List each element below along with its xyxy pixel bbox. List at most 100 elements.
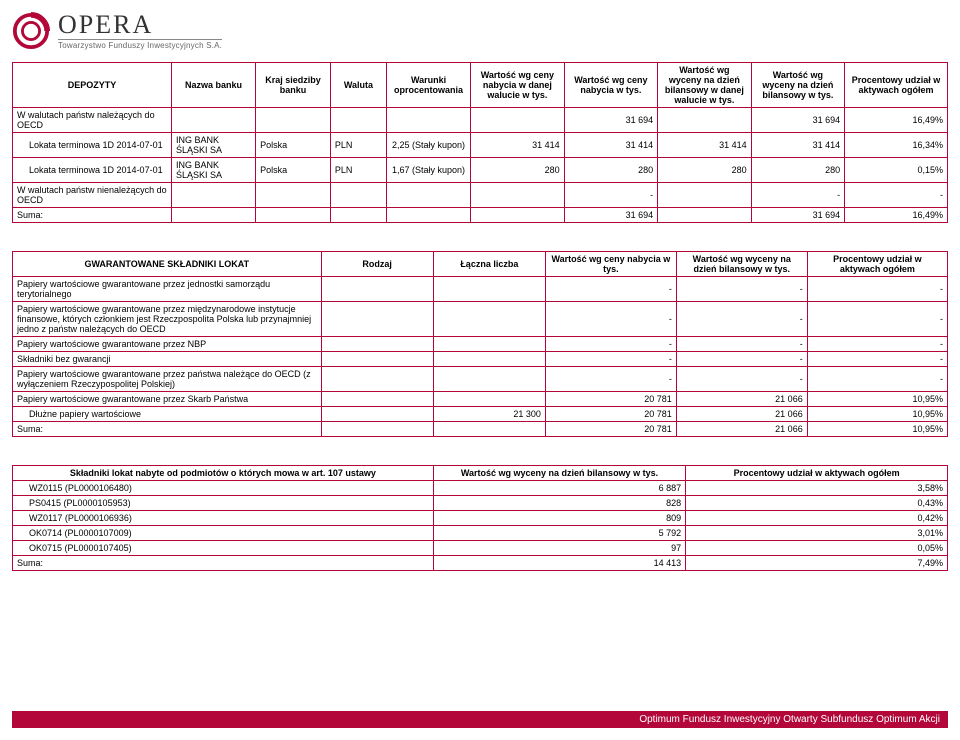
column-header: Warunki oprocentowania [386,63,470,108]
table-cell [321,407,433,422]
table-cell: Suma: [13,422,322,437]
table-row: OK0715 (PL0000107405)970,05% [13,541,948,556]
logo-mark-icon [12,12,50,50]
column-header: DEPOZYTY [13,63,172,108]
table-cell: - [676,367,807,392]
table-cell [386,208,470,223]
table-row: Suma:31 69431 69416,49% [13,208,948,223]
table-cell: 31 694 [564,108,658,133]
logo-text: OPERA [58,12,222,38]
table-cell: Papiery wartościowe gwarantowane przez S… [13,392,322,407]
table-cell [471,208,565,223]
table-cell: 0,15% [845,158,948,183]
table-cell: 31 694 [564,208,658,223]
table-cell: - [807,277,947,302]
table-cell [321,422,433,437]
table-cell: PLN [330,133,386,158]
column-header: Wartość wg wyceny na dzień bilansowy w d… [658,63,752,108]
table-cell: ING BANK ŚLĄSKI SA [171,158,255,183]
table-cell: 16,49% [845,208,948,223]
table-cell [471,108,565,133]
table-cell: OK0714 (PL0000107009) [13,526,434,541]
table-cell: 20 781 [545,422,676,437]
guaranteed-components-table: GWARANTOWANE SKŁADNIKI LOKATRodzajŁączna… [12,251,948,437]
table-cell: WZ0115 (PL0000106480) [13,481,434,496]
table-cell [321,392,433,407]
table-cell [171,208,255,223]
table-cell: Suma: [13,208,172,223]
table-cell: Składniki bez gwarancji [13,352,322,367]
table-cell: PLN [330,158,386,183]
table-cell [433,337,545,352]
table-cell: - [807,337,947,352]
table-cell: 16,34% [845,133,948,158]
table-cell: 20 781 [545,392,676,407]
column-header: Rodzaj [321,252,433,277]
table-cell: - [676,277,807,302]
table-cell: Papiery wartościowe gwarantowane przez N… [13,337,322,352]
table-cell [658,183,752,208]
table-cell: Lokata terminowa 1D 2014-07-01 [13,133,172,158]
table-cell: 31 414 [751,133,845,158]
table-cell: - [545,302,676,337]
table-cell: 828 [433,496,685,511]
table-row: Papiery wartościowe gwarantowane przez S… [13,392,948,407]
table-cell [433,302,545,337]
table-cell: Polska [256,133,331,158]
table-cell: W walutach państw należących do OECD [13,108,172,133]
table-cell: 7,49% [686,556,948,571]
table-cell: 10,95% [807,422,947,437]
table-cell: PS0415 (PL0000105953) [13,496,434,511]
table-cell: OK0715 (PL0000107405) [13,541,434,556]
column-header: Wartość wg wyceny na dzień bilansowy w t… [676,252,807,277]
table-cell: - [845,183,948,208]
table-cell: Papiery wartościowe gwarantowane przez j… [13,277,322,302]
table-cell: 3,58% [686,481,948,496]
table-cell: 1,67 (Stały kupon) [386,158,470,183]
table-cell: 0,43% [686,496,948,511]
table-cell: 31 694 [751,208,845,223]
table-cell: - [545,337,676,352]
column-header: Składniki lokat nabyte od podmiotów o kt… [13,466,434,481]
column-header: Wartość wg ceny nabycia w tys. [545,252,676,277]
table-cell: 31 414 [564,133,658,158]
table-cell: 14 413 [433,556,685,571]
table-cell: Papiery wartościowe gwarantowane przez p… [13,367,322,392]
table-cell [171,183,255,208]
table-cell [330,183,386,208]
table-cell: Papiery wartościowe gwarantowane przez m… [13,302,322,337]
table-cell: 31 414 [658,133,752,158]
table-cell: 21 066 [676,422,807,437]
table-cell: 10,95% [807,407,947,422]
table-cell: 10,95% [807,392,947,407]
table-cell: 3,01% [686,526,948,541]
table-cell: Lokata terminowa 1D 2014-07-01 [13,158,172,183]
table-cell: WZ0117 (PL0000106936) [13,511,434,526]
column-header: GWARANTOWANE SKŁADNIKI LOKAT [13,252,322,277]
table-row: PS0415 (PL0000105953)8280,43% [13,496,948,511]
table-cell: ING BANK ŚLĄSKI SA [171,133,255,158]
table-cell: Suma: [13,556,434,571]
table-row: Papiery wartościowe gwarantowane przez m… [13,302,948,337]
table-cell: - [807,367,947,392]
table-cell: - [545,277,676,302]
column-header: Kraj siedziby banku [256,63,331,108]
table-cell [658,108,752,133]
table-cell: - [676,302,807,337]
table-cell: - [751,183,845,208]
table-row: Dłużne papiery wartościowe21 30020 78121… [13,407,948,422]
table-row: Papiery wartościowe gwarantowane przez j… [13,277,948,302]
column-header: Procentowy udział w aktywach ogółem [686,466,948,481]
table-row: Suma:14 4137,49% [13,556,948,571]
table-cell [433,277,545,302]
table-cell [256,108,331,133]
table-cell [433,392,545,407]
table-cell: 280 [658,158,752,183]
table-cell: 280 [471,158,565,183]
table-cell [433,352,545,367]
table-cell: - [545,367,676,392]
table-row: Suma: 20 78121 06610,95% [13,422,948,437]
table-cell [658,208,752,223]
table-row: Lokata terminowa 1D 2014-07-01ING BANK Ś… [13,133,948,158]
table-cell: 21 066 [676,392,807,407]
